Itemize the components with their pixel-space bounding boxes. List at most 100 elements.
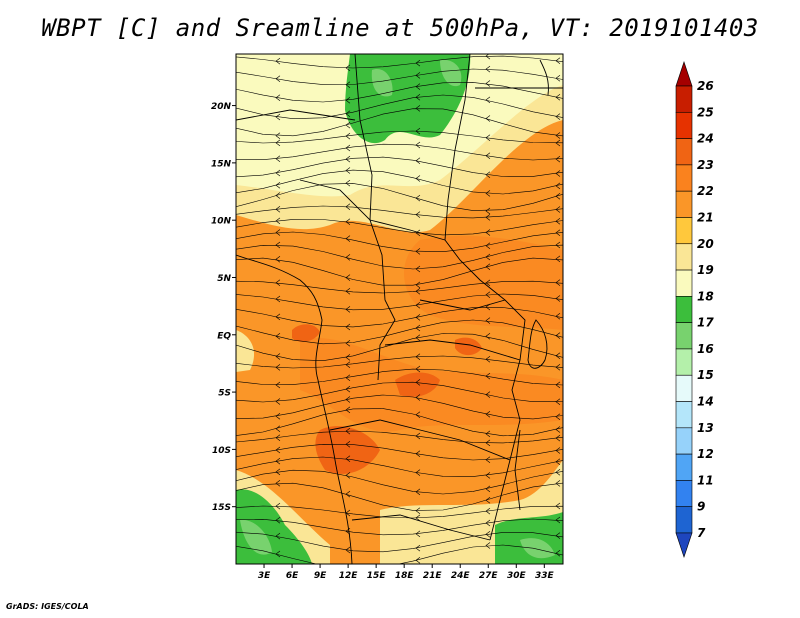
streamline-arrow [555, 182, 561, 190]
streamline-arrow [555, 132, 561, 139]
lat-tick-label: 5S [218, 389, 231, 399]
streamline-arrow [485, 65, 491, 73]
streamline-arrow [345, 455, 351, 463]
lon-tick: 18E [395, 564, 414, 581]
streamline [236, 368, 563, 386]
streamline-arrow [275, 502, 281, 510]
colorbar: 26 25 24 23 22 21 20 19 18 17 16 15 14 13 12 11 9 7 [675, 61, 714, 558]
streamline [236, 482, 563, 511]
streamline [236, 355, 563, 369]
streamlines [236, 54, 563, 564]
lon-tick-label: 9E [314, 571, 327, 581]
colorbar-segment [675, 269, 693, 297]
streamline-arrow [555, 313, 561, 320]
streamline-arrow [485, 190, 491, 197]
streamline-arrow [345, 155, 351, 163]
streamline-arrow [555, 502, 561, 510]
streamline-arrow [485, 253, 491, 261]
streamline [236, 68, 563, 85]
country-borders [236, 54, 563, 564]
streamline-arrow [485, 80, 491, 87]
streamline-arrow [415, 469, 421, 476]
lon-tick: 30E [507, 564, 527, 581]
colorbar-label: 21 [697, 210, 714, 224]
streamline-arrow [275, 57, 281, 65]
colorbar-segment [675, 190, 693, 218]
streamline [236, 307, 563, 328]
streamline-arrow [275, 532, 281, 540]
streamline-arrow [485, 391, 491, 398]
streamline-arrow [275, 516, 281, 524]
streamline-arrow [555, 139, 561, 147]
streamline [236, 55, 563, 69]
streamline-arrow [345, 546, 351, 554]
streamline-arrow [275, 413, 281, 420]
streamline-arrow [485, 497, 491, 504]
streamline [236, 205, 563, 219]
lat-tick: 15S [212, 503, 236, 513]
streamline-arrow [275, 155, 281, 163]
lon-tick-label: 12E [339, 571, 359, 581]
streamline-arrow [345, 179, 351, 187]
streamline-arrow [555, 170, 561, 177]
streamline-arrow [275, 169, 281, 177]
streamline [236, 219, 563, 236]
streamline-arrow [345, 274, 351, 281]
colorbar-segment [675, 243, 693, 271]
streamline-arrow [345, 340, 351, 347]
streamline-arrow [275, 279, 281, 287]
streamline-arrow [485, 410, 491, 418]
streamline [236, 293, 563, 311]
colorbar-segment [675, 217, 693, 245]
streamline-arrow [485, 507, 491, 515]
streamline-arrow [555, 193, 561, 200]
lon-tick: 24E [451, 564, 470, 581]
streamline-arrow [485, 485, 491, 493]
lon-tick: 6E [286, 564, 299, 581]
lat-tick-label: EQ [217, 331, 231, 341]
streamline-arrow [555, 398, 561, 405]
streamline-arrow [275, 313, 281, 321]
colorbar-segment [675, 506, 693, 534]
streamline-arrow [415, 141, 421, 149]
streamline [236, 544, 563, 564]
streamline-arrow [485, 152, 491, 160]
colorbar-segment [675, 480, 693, 508]
colorbar-label: 11 [697, 473, 714, 487]
streamline-arrow [275, 550, 281, 558]
colorbar-label: 26 [697, 79, 714, 93]
streamline-arrow [345, 203, 351, 210]
streamline-arrow [485, 472, 491, 479]
streamline-arrow [345, 385, 351, 393]
streamline-arrow [345, 374, 351, 381]
colorbar-label: 24 [697, 132, 714, 146]
lon-tick-label: 21E [423, 571, 443, 581]
streamline-arrow [275, 139, 281, 147]
streamline-arrow [275, 446, 281, 454]
streamline-arrow [415, 530, 421, 538]
streamline-arrow [275, 398, 281, 405]
streamline-arrow [485, 134, 491, 141]
streamline-arrow [485, 519, 491, 527]
streamline-arrow [485, 333, 491, 340]
streamline-arrow [485, 542, 491, 549]
streamline-arrow [415, 194, 421, 202]
colorbar-label: 7 [697, 526, 706, 540]
colorbar-label: 20 [697, 237, 714, 251]
colorbar-segment [675, 453, 693, 481]
lat-tick: 10S [212, 446, 236, 456]
colorbar-segment [675, 401, 693, 429]
streamline-arrow [275, 295, 281, 303]
streamline-arrow [485, 355, 491, 363]
streamline-arrow [555, 279, 561, 286]
streamline-arrow [415, 507, 421, 514]
streamline-arrow [275, 241, 281, 249]
lon-tick-label: 30E [507, 571, 527, 581]
streamline [236, 333, 563, 362]
streamline [236, 505, 563, 519]
streamline-arrow [555, 413, 561, 420]
streamline [236, 430, 563, 444]
colorbar-segment [675, 85, 693, 113]
streamline-arrow [345, 288, 351, 295]
streamline-arrow [485, 96, 491, 104]
